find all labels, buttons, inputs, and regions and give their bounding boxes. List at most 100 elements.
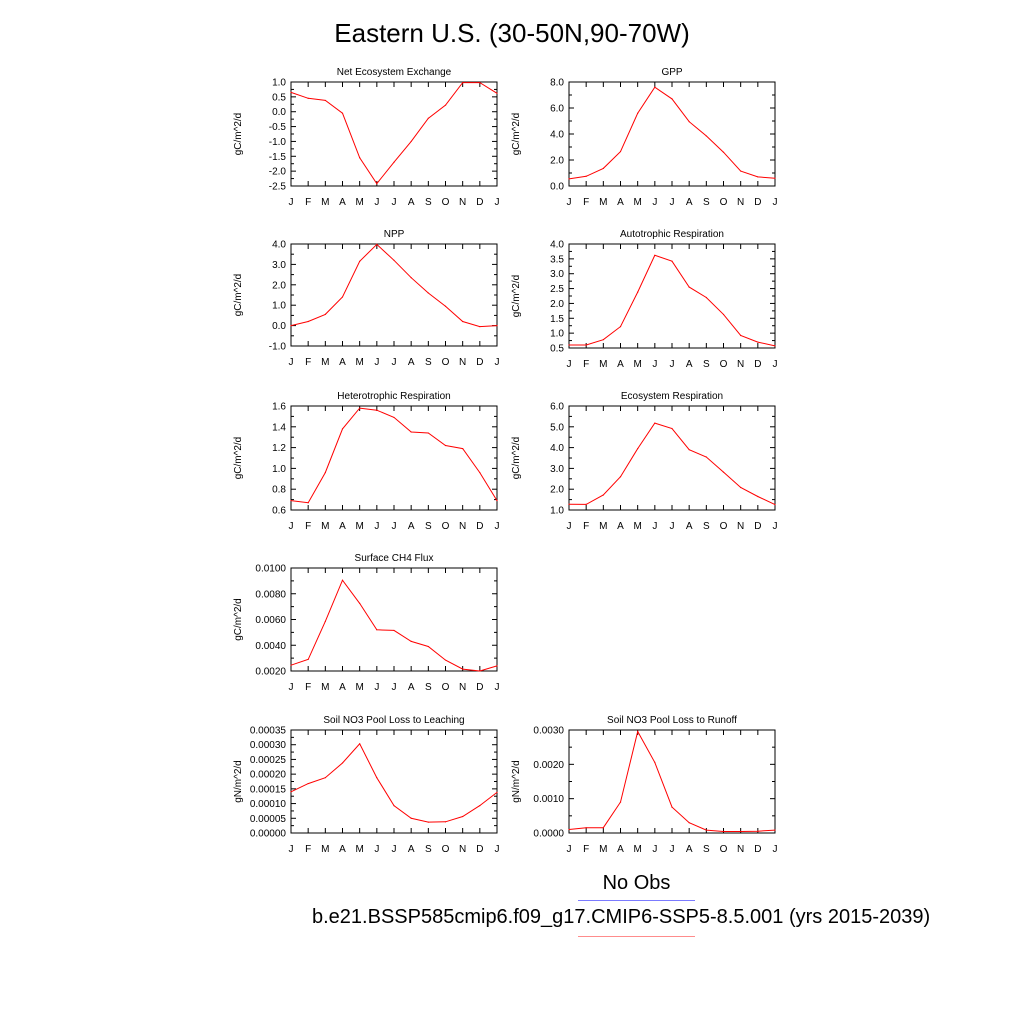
x-tick-label: A [339, 844, 346, 855]
data-point [341, 762, 344, 764]
data-point [637, 730, 639, 733]
series-line [568, 730, 776, 832]
data-point [619, 476, 622, 478]
y-tick-label: 6.0 [550, 104, 564, 115]
y-tick-label: 3.5 [550, 254, 564, 265]
y-tick-label: 4.0 [550, 443, 564, 454]
x-tick-label: D [476, 844, 483, 855]
data-point [637, 448, 639, 450]
y-tick-label: 3.0 [550, 464, 564, 475]
data-point [393, 416, 395, 419]
x-tick-label: N [737, 359, 744, 370]
x-tick-label: J [495, 521, 500, 532]
data-point [290, 500, 292, 502]
data-point [722, 471, 725, 473]
data-point [427, 432, 429, 434]
x-tick-label: J [670, 844, 675, 855]
x-tick-label: A [686, 359, 693, 370]
y-axis-label: gC/m^2/d [233, 598, 244, 641]
panel-title: Net Ecosystem Exchange [337, 67, 452, 78]
plot-frame [290, 81, 498, 187]
series-line [569, 254, 776, 347]
data-point [496, 92, 498, 94]
y-tick-label: 0.00010 [250, 799, 287, 810]
x-tick-label: F [583, 359, 589, 370]
x-tick-label: J [392, 682, 397, 693]
data-point [722, 830, 725, 833]
x-tick-label: A [408, 357, 415, 368]
data-point [479, 670, 481, 672]
data-point [444, 444, 447, 447]
y-tick-label: 3.0 [550, 269, 564, 280]
plot-frame [290, 243, 498, 347]
y-tick-label: 0.00005 [250, 814, 287, 825]
plot-frame [290, 567, 498, 672]
chart-panel: Net Ecosystem Exchange gC/m^2/d 1.0 0.5 0.0 -… [233, 67, 500, 208]
x-tick-label: D [476, 682, 483, 693]
x-tick-label: A [408, 521, 415, 532]
data-point [496, 500, 498, 502]
y-tick-label: 0.0040 [255, 641, 286, 652]
x-tick-label: O [720, 521, 728, 532]
data-point [705, 456, 707, 458]
data-point [654, 254, 656, 256]
data-point [496, 325, 498, 327]
x-tick-label: M [633, 359, 641, 370]
data-point [393, 259, 395, 261]
x-tick-label: A [408, 682, 415, 693]
y-axis-label: gN/m^2/d [233, 760, 244, 803]
x-tick-label: F [305, 521, 311, 532]
data-point [688, 286, 690, 288]
x-tick-label: J [374, 844, 379, 855]
chart-panel: Surface CH4 Flux gC/m^2/d 0.0100 0.0080 0.00… [233, 553, 500, 693]
data-point [585, 344, 587, 346]
x-tick-label: M [355, 521, 363, 532]
data-point [496, 791, 498, 793]
x-tick-label: J [495, 844, 500, 855]
data-point [774, 345, 776, 347]
data-point [757, 495, 759, 498]
x-tick-label: A [686, 844, 693, 855]
data-point [324, 777, 326, 779]
plot-frame [290, 405, 498, 511]
data-point [654, 422, 656, 424]
data-point [654, 86, 656, 88]
y-tick-label: 0.00030 [250, 740, 287, 751]
y-tick-label: 0.0030 [533, 726, 564, 737]
data-point [307, 97, 309, 99]
x-tick-label: N [737, 521, 744, 532]
plot-frame [568, 729, 776, 834]
x-tick-label: M [633, 521, 641, 532]
x-tick-label: M [321, 844, 329, 855]
series-line [290, 742, 498, 823]
y-axis-label: gC/m^2/d [511, 437, 522, 480]
x-tick-label: J [289, 844, 294, 855]
data-point [637, 291, 639, 293]
data-point [341, 112, 344, 114]
x-tick-label: S [425, 357, 432, 368]
y-tick-label: -0.5 [269, 122, 287, 133]
data-point [290, 325, 292, 327]
data-point [444, 659, 447, 661]
x-tick-label: J [392, 844, 397, 855]
y-tick-label: 2.0 [550, 299, 564, 310]
x-tick-label: D [754, 521, 761, 532]
x-tick-label: N [737, 844, 744, 855]
x-tick-label: M [355, 844, 363, 855]
data-point [341, 579, 344, 581]
data-point [462, 815, 464, 818]
x-tick-label: M [599, 844, 607, 855]
x-tick-label: J [773, 359, 778, 370]
panel-title: Autotrophic Respiration [620, 229, 724, 240]
x-tick-label: S [703, 197, 710, 208]
data-point [602, 167, 604, 170]
data-point [568, 178, 570, 180]
x-tick-label: M [599, 197, 607, 208]
data-point [602, 827, 604, 829]
data-point [427, 645, 429, 648]
legend-case-label: b.e21.BSSP585cmip6.f09_g17.CMIP6-SSP5-8.… [312, 906, 931, 928]
data-point [307, 320, 309, 323]
x-tick-label: D [754, 844, 761, 855]
x-tick-label: F [583, 521, 589, 532]
